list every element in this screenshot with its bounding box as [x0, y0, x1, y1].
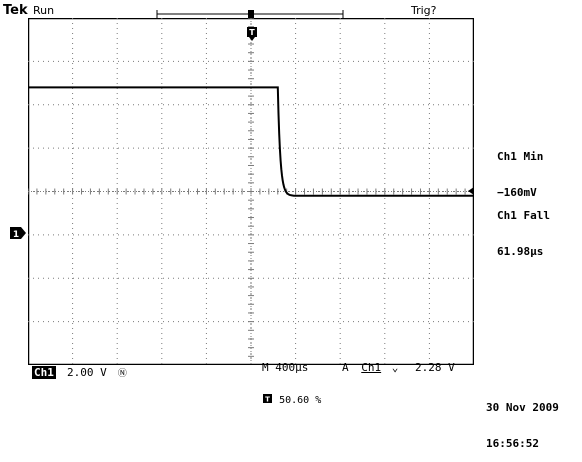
ch1-waveform [28, 86, 474, 197]
timebase: M 400µs [262, 361, 309, 374]
volts-per-div: 2.00 V [66, 366, 107, 379]
trigger-position-icon: T [263, 394, 272, 404]
bandwidth-icon: Ⓝ [117, 369, 127, 379]
measurement-value: −160mV [497, 186, 537, 199]
graticule [28, 18, 474, 365]
acquisition-status: Run [33, 4, 55, 17]
trigger-source: Ch1 [361, 361, 382, 374]
svg-text:T: T [249, 28, 255, 37]
oscilloscope-display [28, 18, 474, 365]
measurement-label: Ch1 Min [497, 150, 544, 163]
brand-logo: Tek [3, 3, 28, 18]
trigger-position-readout: T 50.60 % [263, 388, 321, 406]
channel-scale-readout: Ch1 2.00 V Ⓝ [32, 361, 127, 379]
trigger-slope-icon: ⌄ [391, 361, 399, 374]
trigger-status: Trig? [411, 4, 437, 17]
record-position-bar [156, 10, 344, 18]
date: 30 Nov 2009 [486, 401, 559, 414]
trigger-position-percent: 50.60 % [279, 395, 322, 406]
trigger-marker-icon: T [247, 27, 257, 41]
timebase-readout: M 400µs [262, 361, 308, 374]
trigger-readout: A Ch1 ⌄ 2.28 V [342, 361, 455, 374]
trigger-position-marker[interactable]: T [246, 26, 258, 41]
measurement-ch1-fall: Ch1 Fall 61.98µs [497, 186, 550, 270]
time: 16:56:52 [486, 437, 539, 450]
measurement-label: Ch1 Fall [497, 209, 550, 222]
trigger-mode: A [342, 361, 349, 374]
trigger-level-arrow-icon [468, 187, 474, 195]
ch1-ground-marker[interactable]: 1 [10, 224, 26, 240]
trigger-level: 2.28 V [415, 361, 455, 374]
measurement-ch1-min: Ch1 Min −160mV [497, 127, 543, 211]
ch1-marker-icon: 1 [10, 227, 26, 240]
top-status-bar: Tek Run Trig? [0, 0, 582, 22]
channel-badge: Ch1 [32, 366, 56, 379]
measurement-value: 61.98µs [497, 245, 544, 258]
datetime-readout: 30 Nov 2009 16:56:52 [486, 378, 559, 462]
trigger-level-marker[interactable] [466, 180, 474, 195]
svg-text:T: T [265, 396, 270, 404]
svg-text:1: 1 [13, 230, 19, 239]
